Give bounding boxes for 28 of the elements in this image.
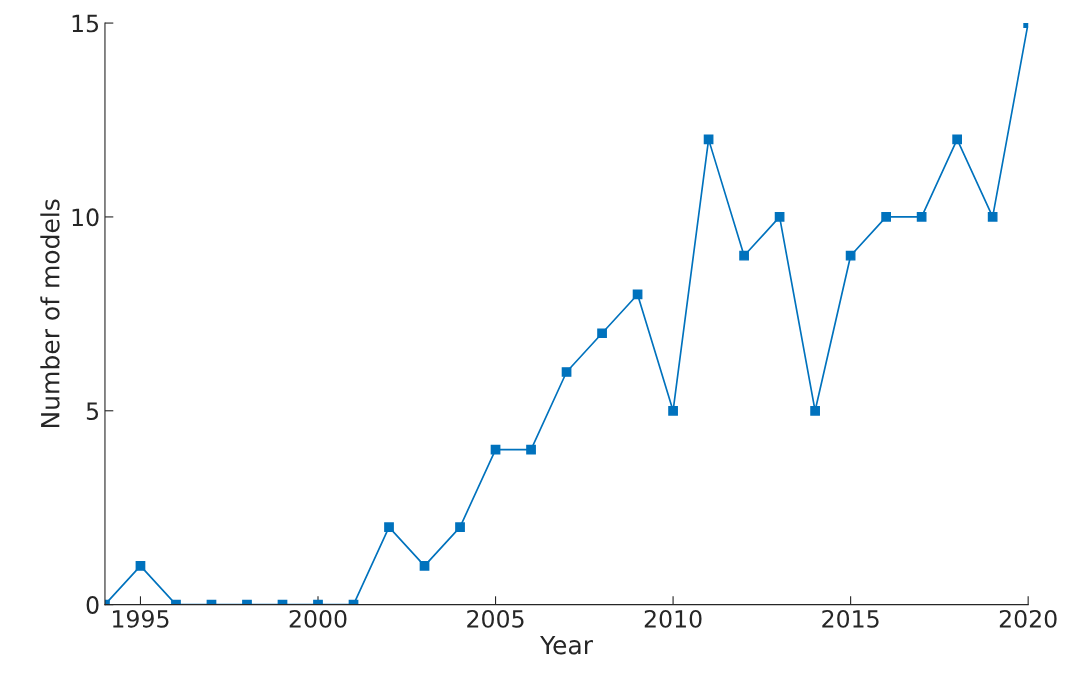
point — [561, 367, 572, 377]
x-tick-label: 2020 — [999, 609, 1057, 628]
point — [952, 134, 963, 145]
point — [845, 250, 856, 261]
x-tick-label: 2005 — [467, 609, 524, 628]
y-tick-label: 15 — [72, 14, 99, 33]
point — [526, 444, 536, 455]
y-tick-label: 10 — [72, 208, 99, 227]
point — [597, 328, 607, 339]
point — [774, 212, 785, 222]
point — [739, 250, 749, 261]
point — [455, 522, 465, 532]
point — [881, 212, 891, 222]
y-axis-title: Number of models — [40, 199, 60, 428]
point — [135, 561, 146, 571]
x-tick-label: 1995 — [113, 609, 169, 628]
point — [987, 212, 998, 222]
point — [668, 405, 678, 416]
x-tick-label: 2015 — [822, 609, 879, 628]
point — [916, 212, 927, 222]
point — [419, 561, 430, 571]
x-axis-title: Year — [540, 635, 594, 655]
point — [810, 405, 820, 416]
x-tick-label: 2000 — [289, 609, 347, 628]
x-tick-label: 2010 — [644, 609, 702, 628]
y-tick-label: 0 — [86, 596, 99, 614]
y-tick-label: 5 — [86, 402, 99, 421]
point — [384, 522, 394, 532]
